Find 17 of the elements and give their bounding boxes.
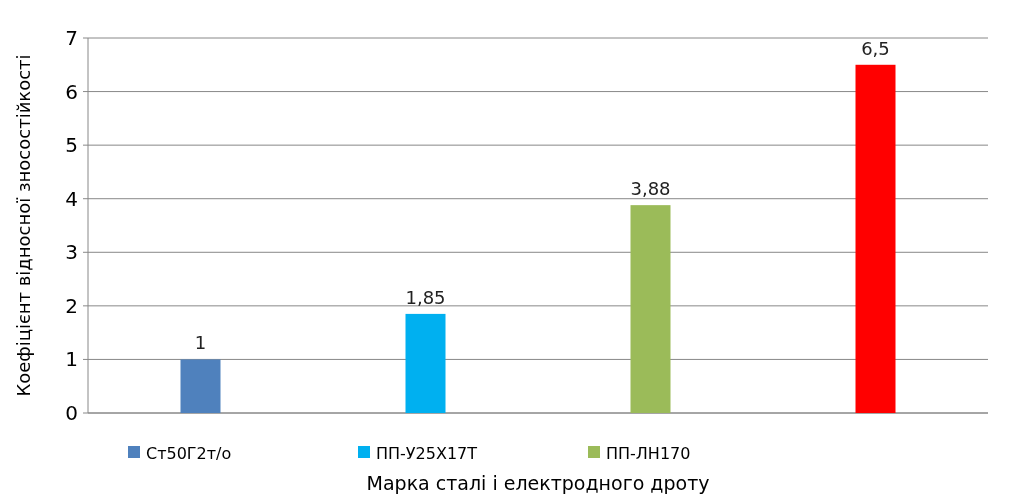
legend-label: ПП-ЛН170 (606, 443, 691, 463)
y-tick-label: 7 (65, 26, 78, 50)
y-tick-label: 5 (65, 133, 78, 158)
y-tick-label: 3 (65, 240, 78, 265)
data-label: 6,5 (861, 37, 890, 59)
y-tick-label: 1 (65, 347, 78, 372)
y-tick-label: 6 (65, 79, 78, 104)
y-tick-label: 4 (65, 186, 78, 211)
data-label: 1,85 (405, 286, 446, 308)
data-label: 3,88 (630, 178, 671, 200)
y-axis-title: Коефіцієнт відносної зносостійкості (13, 54, 34, 397)
legend-label: Ст50Г2т/о (146, 443, 232, 463)
data-label: 1 (194, 332, 207, 354)
legend-label: ПП-У25Х17Т (376, 443, 478, 463)
y-tick-label: 2 (65, 293, 78, 318)
y-tick-label: 0 (65, 401, 78, 425)
x-axis-title: Марка сталі і електродного дроту (366, 472, 710, 494)
